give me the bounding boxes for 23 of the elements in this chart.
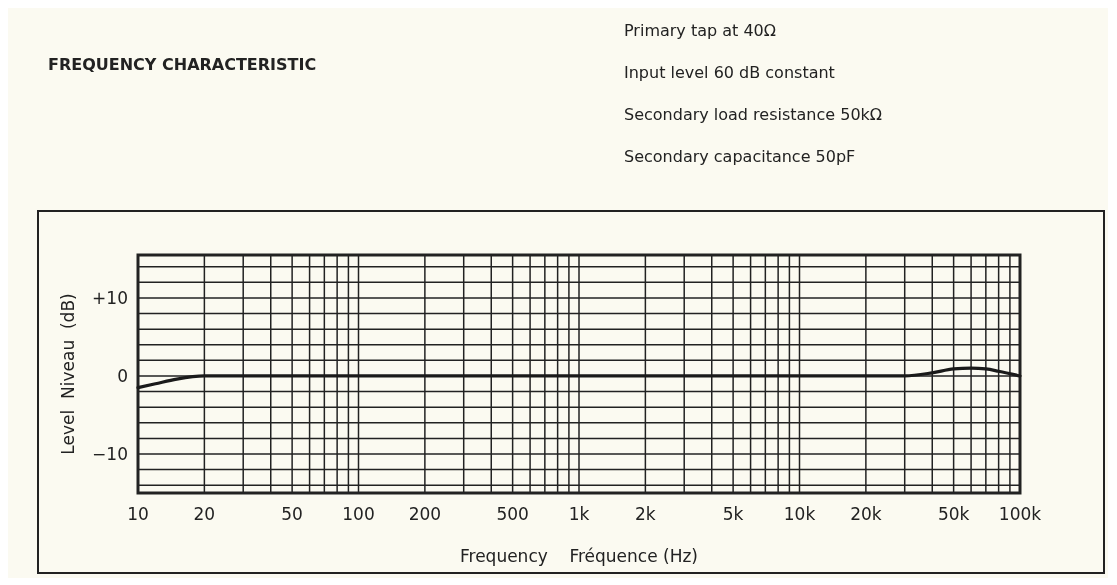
x-axis-title: Frequency Fréquence (Hz) (459, 546, 699, 566)
x-tick-label: 5k (722, 504, 744, 524)
x-tick-label: 50k (937, 504, 970, 524)
x-tick-label: 50 (281, 504, 303, 524)
y-tick-label: +10 (92, 287, 128, 308)
y-tick-label: 0 (117, 365, 128, 386)
text: Input level 60 dB constant (624, 63, 835, 82)
y-axis-title: Level Niveau (dB) (58, 293, 78, 455)
x-tick-label: 2k (635, 504, 656, 524)
x-tick-label: 10 (127, 504, 149, 524)
x-tick-label: 100 (342, 504, 375, 524)
x-tick-label: 10k (783, 504, 816, 524)
x-tick-label: 100k (998, 504, 1042, 524)
chart-title: FREQUENCY CHARACTERISTIC (48, 55, 317, 74)
x-tick-label: 500 (496, 504, 529, 524)
text: Secondary capacitance 50pF (624, 147, 856, 166)
text: Primary tap at 40Ω (624, 21, 776, 40)
x-tick-label: 1k (568, 504, 590, 524)
text: Secondary load resistance 50kΩ (624, 105, 883, 124)
x-tick-label: 20 (193, 504, 216, 524)
y-tick-label: −10 (92, 443, 128, 464)
x-tick-label: 200 (408, 504, 442, 524)
x-tick-label: 20k (850, 504, 882, 524)
